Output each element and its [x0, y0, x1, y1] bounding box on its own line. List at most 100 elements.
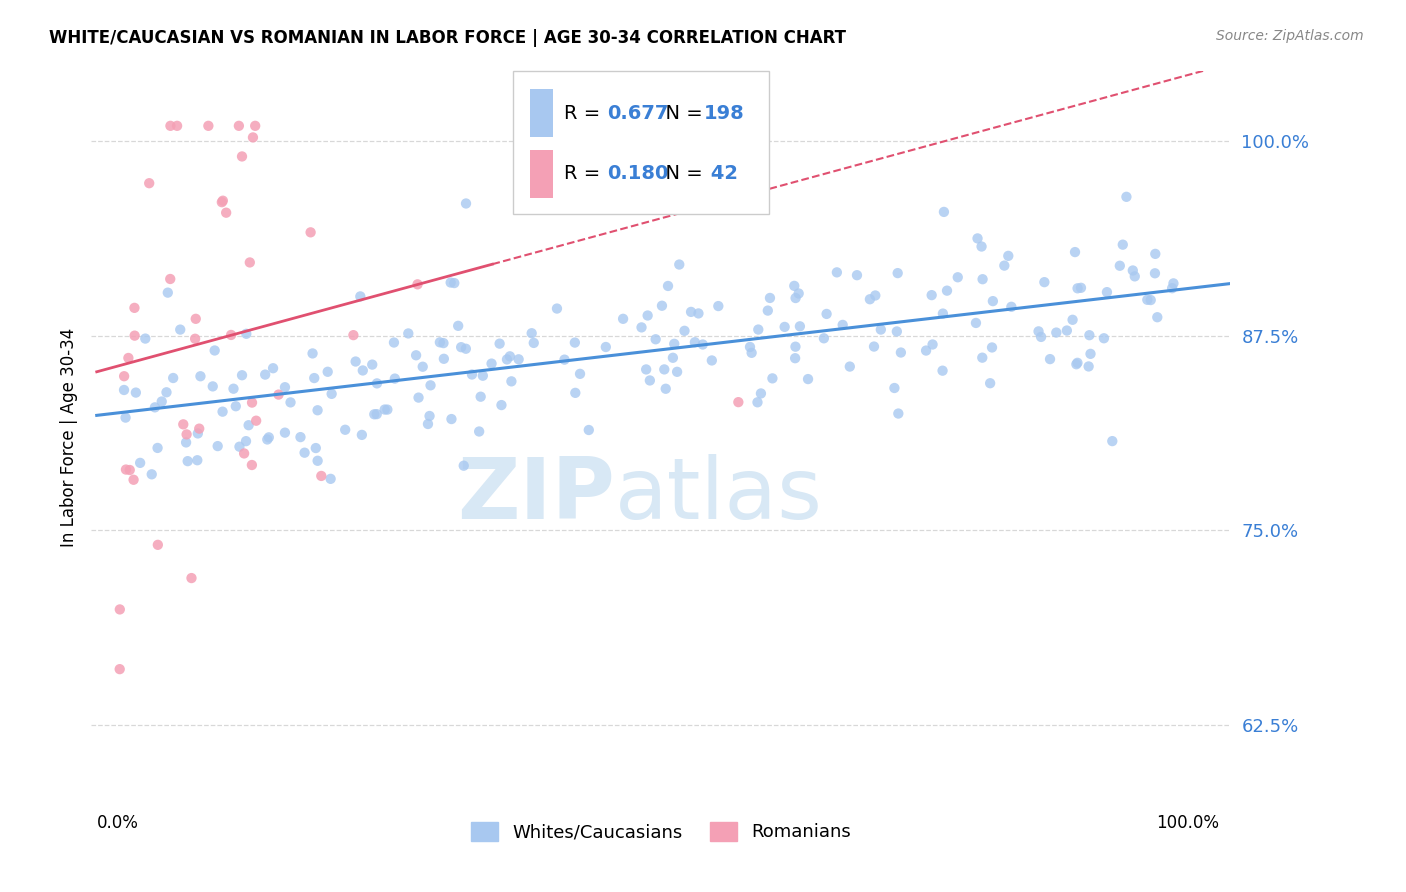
Point: [108, 602, 131, 616]
Point: [172, 417, 194, 432]
Point: [1095, 285, 1118, 300]
Point: [1045, 326, 1067, 340]
Point: [787, 286, 810, 301]
Point: [1000, 300, 1022, 314]
Point: [1078, 328, 1101, 343]
Point: [190, 369, 212, 384]
Point: [966, 231, 988, 245]
Point: [129, 456, 152, 470]
Point: [747, 322, 769, 336]
Point: [159, 272, 181, 286]
Point: [363, 407, 385, 421]
Point: [240, 395, 263, 409]
Point: [1066, 357, 1088, 371]
Point: [707, 299, 730, 313]
Point: [747, 395, 769, 409]
Point: [508, 352, 530, 367]
Point: [159, 119, 181, 133]
Point: [156, 285, 179, 300]
Point: [673, 138, 696, 153]
Text: 42: 42: [704, 164, 738, 183]
Point: [859, 292, 882, 306]
Point: [1112, 237, 1135, 252]
Point: [1056, 324, 1078, 338]
Point: [652, 362, 675, 376]
Point: [749, 386, 772, 401]
Point: [454, 196, 477, 211]
Point: [863, 340, 886, 354]
Point: [231, 149, 253, 163]
Point: [274, 380, 297, 394]
Point: [1146, 310, 1168, 325]
Y-axis label: In Labor Force | Age 30-34: In Labor Force | Age 30-34: [59, 327, 77, 547]
Point: [433, 351, 456, 366]
Point: [162, 371, 184, 385]
Point: [188, 422, 211, 436]
Point: [883, 381, 905, 395]
Point: [197, 119, 219, 133]
Point: [432, 336, 454, 351]
Point: [461, 368, 484, 382]
Point: [138, 176, 160, 190]
Point: [890, 345, 912, 359]
Point: [785, 351, 807, 366]
Point: [124, 328, 146, 343]
Point: [681, 305, 703, 319]
Point: [783, 278, 806, 293]
Point: [1101, 434, 1123, 449]
Point: [931, 364, 953, 378]
Text: atlas: atlas: [616, 454, 824, 537]
Point: [1092, 331, 1115, 345]
Point: [316, 365, 339, 379]
Point: [118, 463, 141, 477]
Point: [204, 343, 226, 358]
Point: [222, 382, 245, 396]
Point: [946, 270, 969, 285]
Point: [180, 571, 202, 585]
Point: [1161, 281, 1184, 295]
Point: [349, 289, 371, 303]
Point: [838, 359, 860, 374]
Point: [1108, 259, 1130, 273]
Point: [419, 409, 441, 423]
Point: [657, 279, 679, 293]
Point: [932, 205, 955, 219]
Point: [886, 266, 908, 280]
Text: WHITE/CAUCASIAN VS ROMANIAN IN LABOR FORCE | AGE 30-34 CORRELATION CHART: WHITE/CAUCASIAN VS ROMANIAN IN LABOR FOR…: [49, 29, 846, 46]
Point: [468, 425, 491, 439]
Point: [256, 433, 278, 447]
Text: R =: R =: [564, 103, 606, 122]
Point: [405, 348, 427, 362]
Point: [117, 351, 139, 365]
Point: [501, 375, 523, 389]
Point: [342, 328, 364, 343]
Point: [184, 332, 207, 346]
Point: [553, 352, 575, 367]
Point: [112, 369, 135, 384]
Point: [125, 385, 148, 400]
Point: [1136, 293, 1159, 307]
Point: [453, 458, 475, 473]
Point: [233, 446, 256, 460]
Point: [352, 363, 374, 377]
Point: [228, 119, 250, 133]
Point: [637, 309, 659, 323]
Point: [419, 378, 441, 392]
Point: [488, 336, 510, 351]
Point: [124, 301, 146, 315]
Point: [644, 332, 666, 346]
Point: [1122, 263, 1144, 277]
Point: [146, 441, 169, 455]
Point: [1163, 277, 1185, 291]
Point: [141, 467, 163, 482]
Point: [443, 276, 465, 290]
Point: [225, 399, 247, 413]
Point: [305, 441, 328, 455]
Point: [408, 391, 430, 405]
Point: [335, 423, 357, 437]
Point: [921, 337, 943, 351]
Point: [307, 454, 329, 468]
Point: [921, 288, 943, 302]
Point: [169, 323, 191, 337]
Point: [186, 453, 208, 467]
